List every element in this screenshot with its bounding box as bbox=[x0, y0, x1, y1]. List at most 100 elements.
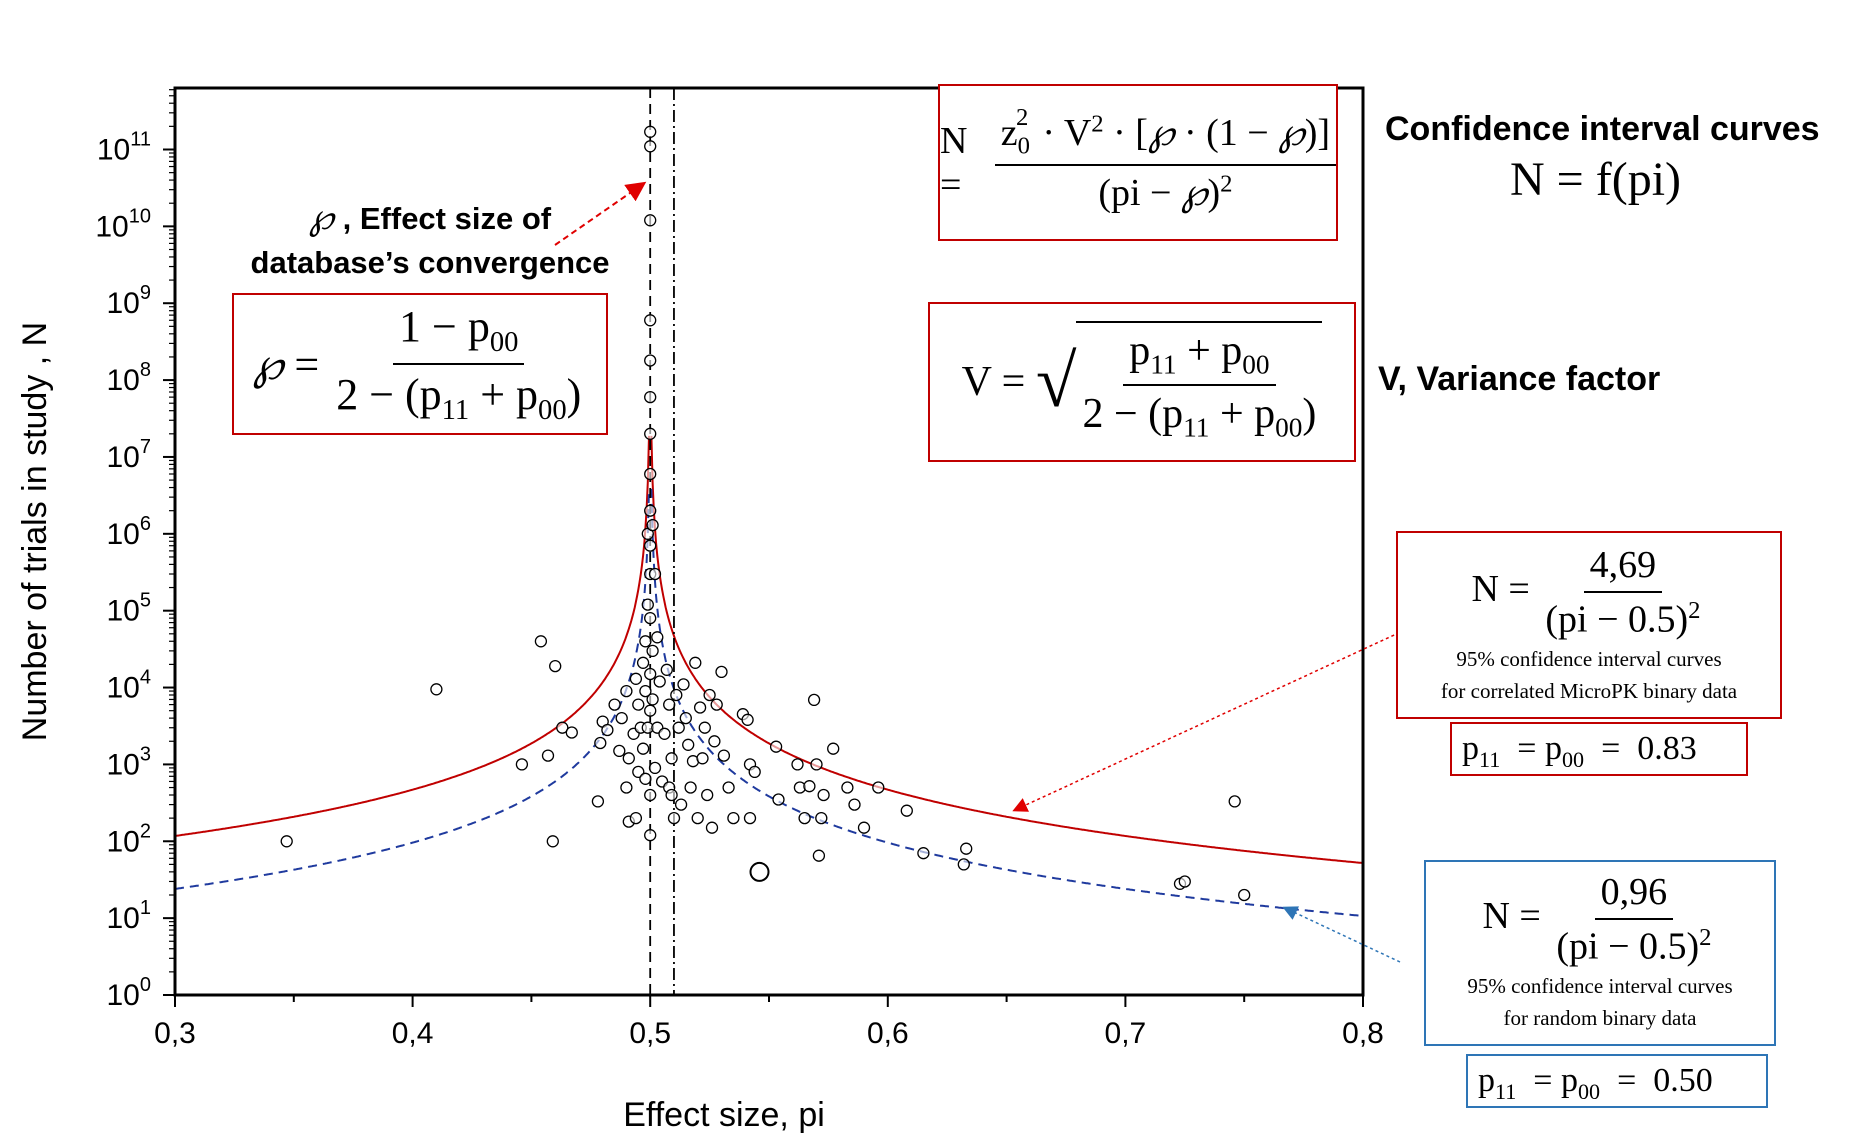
y-tick-label: 1010 bbox=[95, 205, 151, 243]
data-point bbox=[644, 829, 657, 842]
data-point bbox=[817, 788, 830, 802]
data-point bbox=[636, 742, 650, 755]
data-point bbox=[900, 804, 913, 817]
data-point bbox=[546, 835, 559, 848]
data-point bbox=[620, 684, 633, 698]
data-point bbox=[815, 811, 828, 825]
data-point bbox=[648, 567, 662, 581]
data-point bbox=[960, 842, 973, 855]
y-tick-label: 106 bbox=[107, 513, 152, 551]
data-point bbox=[841, 781, 854, 794]
data-point bbox=[803, 780, 816, 793]
red-curve-arrow bbox=[1012, 629, 1406, 812]
data-point bbox=[727, 811, 740, 825]
data-point bbox=[672, 721, 685, 734]
data-point bbox=[620, 781, 633, 794]
data-point bbox=[644, 354, 657, 367]
blue-note-2: for random binary data bbox=[1503, 1005, 1697, 1030]
x-tick-label: 0,6 bbox=[867, 1017, 909, 1050]
data-point bbox=[648, 761, 662, 775]
red-note-2: for correlated MicroPK binary data bbox=[1440, 678, 1738, 703]
data-point bbox=[644, 467, 657, 481]
data-point bbox=[430, 683, 443, 696]
data-point bbox=[601, 723, 614, 737]
data-point bbox=[715, 665, 728, 679]
data-point bbox=[515, 758, 529, 771]
data-point bbox=[549, 659, 562, 673]
data-point bbox=[827, 742, 840, 755]
confidence-formula: N = f(pi) bbox=[1510, 153, 1682, 206]
data-point bbox=[646, 644, 659, 658]
confidence-curves bbox=[174, 435, 1364, 917]
red-curve-formula-box: N = 4,69 (pi − 0.5)2 95% confidence inter… bbox=[1396, 531, 1782, 719]
data-point bbox=[644, 214, 657, 227]
red-p-value: 0.83 bbox=[1637, 730, 1697, 767]
data-point bbox=[717, 749, 731, 762]
red-p-box: p11 = p00 = 0.83 bbox=[1450, 722, 1748, 776]
data-point bbox=[677, 678, 690, 691]
data-point bbox=[691, 811, 704, 825]
n-formula-box: N = z02 · V2 · [℘ · (1 − ℘)] (pi − ℘)2 bbox=[938, 84, 1338, 241]
data-point bbox=[743, 811, 757, 825]
data-point bbox=[857, 821, 871, 834]
y-tick-label: 100 bbox=[107, 974, 152, 1012]
data-point bbox=[917, 847, 930, 860]
data-point bbox=[644, 125, 657, 138]
curve-random-right bbox=[650, 488, 1364, 917]
data-point bbox=[653, 675, 666, 688]
data-point bbox=[684, 781, 697, 794]
data-point bbox=[651, 631, 664, 644]
y-tick-label: 102 bbox=[107, 820, 152, 858]
blue-p-box: p11 = p00 = 0.50 bbox=[1466, 1054, 1768, 1108]
data-point bbox=[644, 704, 657, 717]
x-axis-ticks: 0,3 0,4 0,5 0,6 0,7 0,8 bbox=[154, 995, 1384, 1050]
data-point bbox=[644, 788, 657, 802]
data-point bbox=[280, 835, 293, 848]
data-point bbox=[613, 744, 626, 758]
data-point bbox=[629, 811, 643, 825]
curve-random-left bbox=[174, 488, 650, 890]
data-point bbox=[636, 656, 650, 669]
data-point bbox=[629, 672, 643, 685]
data-point bbox=[591, 795, 605, 808]
curve-correlated-left bbox=[174, 435, 650, 837]
data-point bbox=[772, 793, 785, 806]
data-point bbox=[644, 390, 657, 404]
convergence-label: ℘ , Effect size of database’s convergenc… bbox=[250, 197, 610, 280]
data-point bbox=[693, 701, 707, 714]
y-tick-label: 104 bbox=[107, 667, 152, 705]
data-point bbox=[639, 772, 652, 785]
blue-p-value: 0.50 bbox=[1653, 1062, 1713, 1099]
data-point bbox=[748, 765, 761, 779]
data-point bbox=[556, 721, 569, 734]
data-point bbox=[534, 635, 548, 648]
y-tick-label: 101 bbox=[107, 897, 152, 935]
data-point bbox=[710, 698, 723, 711]
data-point bbox=[1228, 795, 1241, 808]
data-point bbox=[689, 656, 702, 669]
data-point bbox=[644, 427, 657, 440]
data-point bbox=[708, 735, 721, 748]
blue-curve-arrow bbox=[1282, 906, 1401, 963]
y-axis-label: Number of trials in study , N bbox=[16, 322, 54, 741]
data-point bbox=[665, 788, 678, 802]
data-point bbox=[663, 698, 676, 711]
y-tick-label: 103 bbox=[107, 743, 152, 781]
y-tick-label: 105 bbox=[107, 590, 152, 628]
data-point bbox=[798, 811, 811, 825]
data-point bbox=[644, 667, 657, 681]
data-point bbox=[674, 798, 688, 811]
data-point bbox=[812, 849, 826, 862]
blue-note-1: 95% confidence interval curves bbox=[1467, 973, 1733, 998]
data-point bbox=[749, 861, 770, 882]
data-point bbox=[703, 688, 716, 702]
data-point bbox=[644, 611, 657, 625]
x-axis-label: Effect size, pi bbox=[623, 1096, 825, 1134]
y-axis-ticks: 100 101 102 103 104 105 106 107 108 109 1010 1011 bbox=[95, 89, 175, 1012]
data-point bbox=[644, 539, 657, 552]
data-point bbox=[1178, 875, 1191, 888]
variance-label: V, Variance factor bbox=[1378, 360, 1661, 398]
data-point bbox=[791, 758, 804, 771]
blue-curve-formula-box: N = 0,96 (pi − 0.5)2 95% confidence inter… bbox=[1424, 860, 1776, 1046]
